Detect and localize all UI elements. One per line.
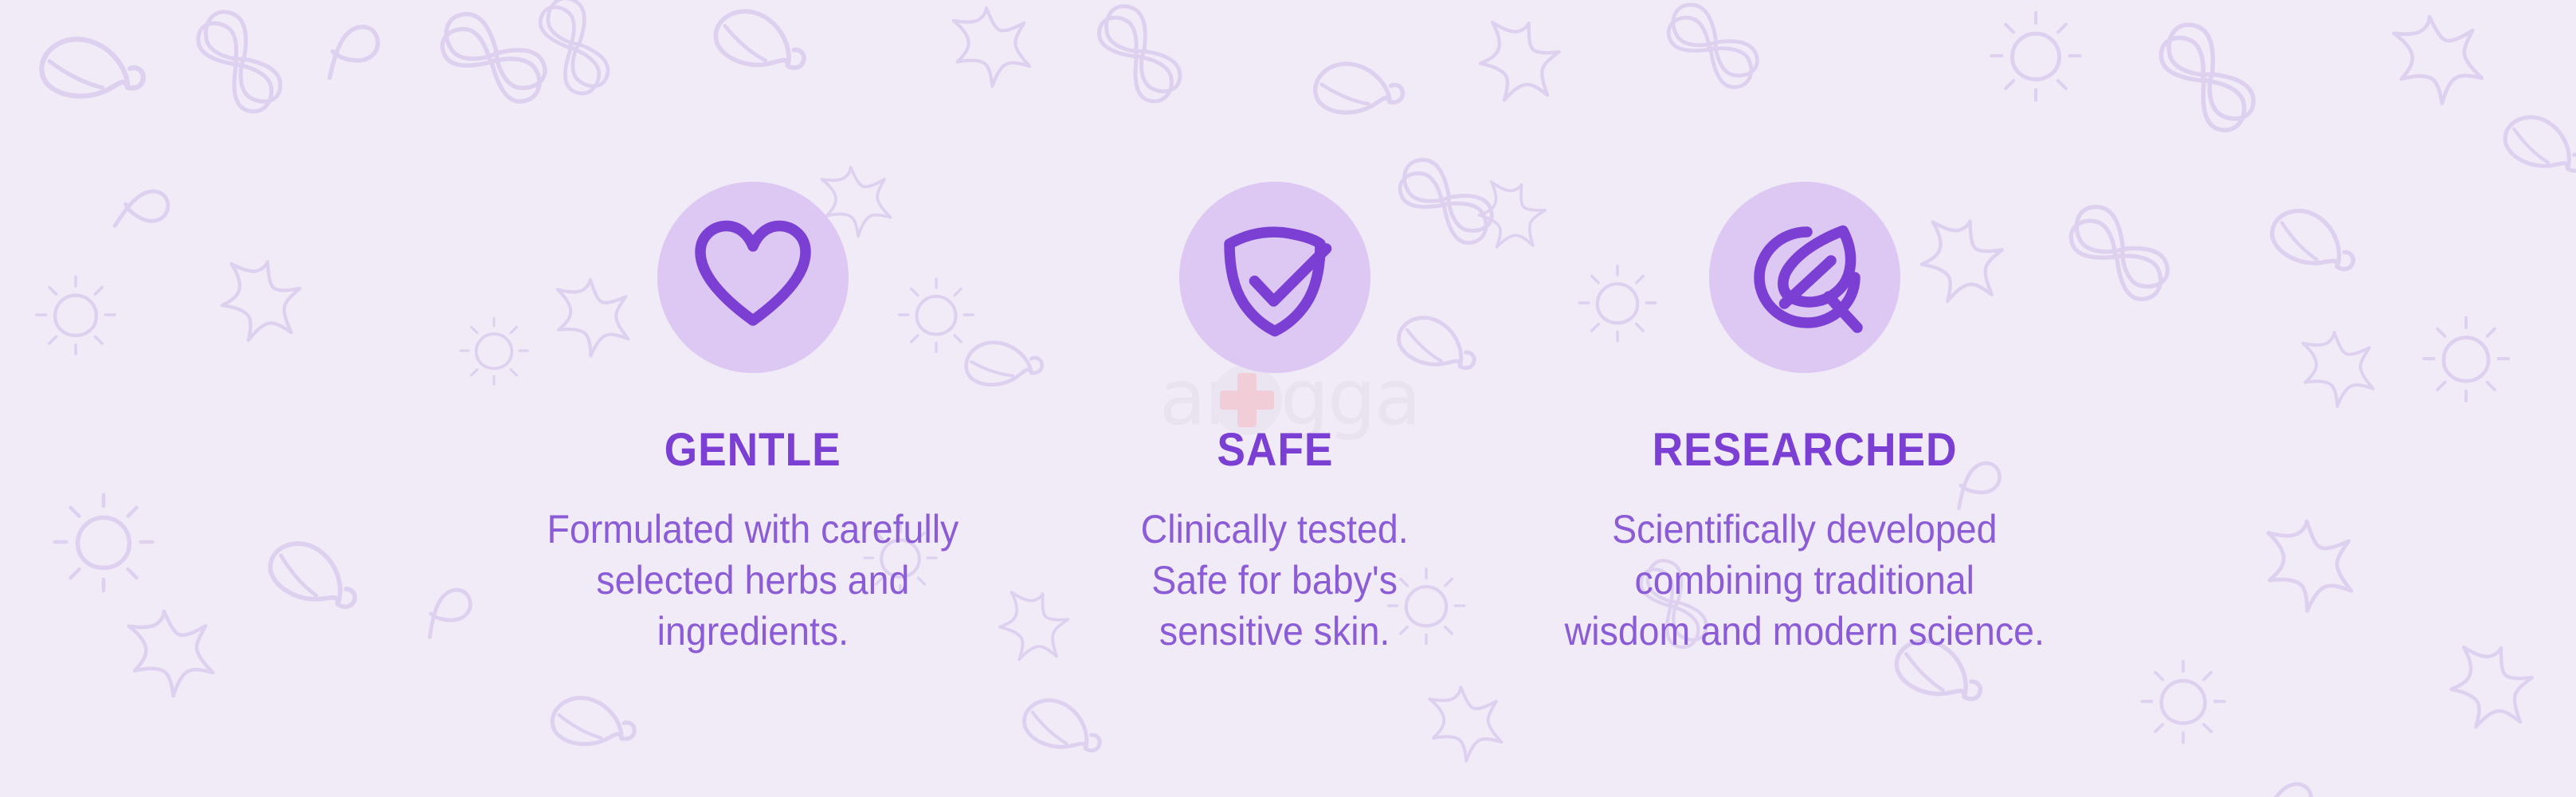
feature-description-safe: Clinically tested. Safe for baby's sensi… [1141,504,1409,657]
feature-description-researched: Scientifically developed combining tradi… [1565,504,2045,657]
feature-title-researched: RESEARCHED [1652,424,1958,476]
description-line: Formulated with carefully [547,507,959,552]
heart-icon [695,220,811,326]
description-line: wisdom and modern science. [1564,609,2045,654]
description-line: Scientifically developed [1612,507,1998,552]
feature-title-gentle: GENTLE [665,424,841,476]
shield-check-icon [1224,226,1332,337]
feature-card-safe: SAFE Clinically tested. Safe for baby's … [1072,182,1478,657]
icon-badge-researched [1709,182,1900,373]
icon-badge-safe [1179,182,1370,373]
feature-card-researched: RESEARCHED Scientifically developed comb… [1498,182,2111,657]
feature-card-gentle: GENTLE Formulated with carefully selecte… [474,182,1032,657]
description-line: Clinically tested. [1141,507,1409,552]
leaf-magnifier-icon [1754,225,1863,333]
description-line: combining traditional [1634,558,1975,603]
description-line: ingredients. [657,609,849,654]
icon-badge-gentle [657,182,849,373]
feature-title-safe: SAFE [1217,424,1333,476]
description-line: selected herbs and [596,558,910,603]
description-line: Safe for baby's [1151,558,1398,603]
description-line: sensitive skin. [1159,609,1390,654]
feature-description-gentle: Formulated with carefully selected herbs… [547,504,959,657]
